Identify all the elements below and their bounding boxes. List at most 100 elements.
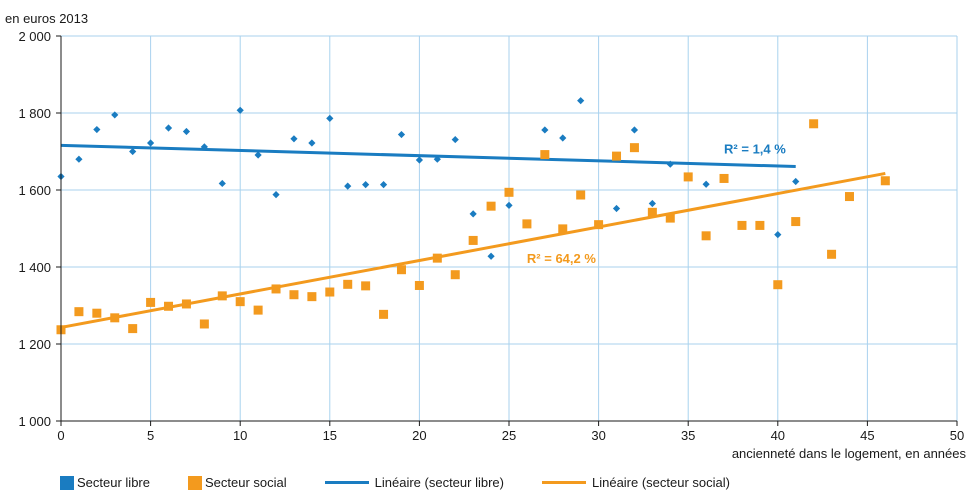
trendline-secteur-social [60,171,886,329]
point-secteur-libre [487,252,495,260]
y-tick-label: 1 000 [18,414,51,429]
point-secteur-libre [397,130,406,139]
point-secteur-libre [308,139,316,147]
point-secteur-social [307,292,317,302]
point-secteur-libre [559,134,567,142]
legend-item-lineaire-social: Linéaire (secteur social) [541,475,730,490]
x-tick-label: 45 [860,428,874,443]
point-secteur-libre [379,181,388,189]
point-secteur-libre [505,201,513,209]
y-tick-label: 1 400 [18,260,51,275]
point-secteur-libre [666,160,674,168]
point-secteur-social [468,235,478,245]
point-secteur-social [271,284,281,294]
point-secteur-libre [792,177,800,186]
point-secteur-social [504,187,514,197]
point-secteur-social [379,309,389,319]
point-secteur-social [253,305,263,315]
point-secteur-libre [290,135,298,143]
point-secteur-social [486,201,496,211]
trendlines [60,143,886,329]
legend-item-lineaire-libre: Linéaire (secteur libre) [324,475,504,490]
point-secteur-libre [433,155,441,163]
point-secteur-social [110,313,120,323]
legend-swatch-secteur-social [187,475,202,490]
point-secteur-social [74,307,84,317]
x-tick-label: 10 [233,428,247,443]
x-tick-label: 5 [147,428,154,443]
y-tick-label: 2 000 [18,29,51,44]
y-tick-label: 1 600 [18,183,51,198]
point-secteur-social [665,213,675,223]
point-secteur-social [289,290,299,300]
chart-labels: 1 000 1 200 1 400 1 600 1 800 2 000 0 5 10 15 20 25… [5,11,966,461]
point-secteur-libre [200,143,208,151]
point-secteur-libre [774,231,782,239]
point-secteur-libre [236,106,244,114]
point-secteur-social [827,249,837,259]
point-secteur-social [164,301,174,311]
point-secteur-social [576,190,586,200]
x-axis-label: ancienneté dans le logement, en années [732,446,967,461]
point-secteur-social [647,207,657,217]
point-secteur-social [540,150,550,160]
legend-swatch-lineaire-social [541,481,586,484]
r2-label-secteur-libre: R² = 1,4 % [724,141,786,156]
point-secteur-libre [111,111,119,119]
point-secteur-libre [344,182,352,190]
legend-label-secteur-social: Secteur social [204,475,287,490]
point-secteur-social [217,291,227,301]
y-axis-unit-label: en euros 2013 [5,11,88,26]
point-secteur-libre [254,151,262,159]
x-tick-label: 0 [57,428,64,443]
trendline-secteur-libre [60,143,796,169]
point-secteur-social [683,172,693,182]
legend-item-secteur-social: Secteur social [187,475,287,490]
point-secteur-social [844,192,854,202]
legend-label-lineaire-social: Linéaire (secteur social) [591,475,730,490]
point-secteur-social [432,253,442,263]
point-secteur-social [701,231,711,241]
r2-label-secteur-social: R² = 64,2 % [527,251,596,266]
point-secteur-libre [702,180,710,188]
legend-swatch-lineaire-libre [324,481,369,484]
point-secteur-social [773,280,783,290]
point-secteur-social [414,280,424,290]
x-tick-label: 50 [950,428,964,443]
point-secteur-social [880,176,890,186]
point-secteur-social [396,265,406,275]
point-secteur-social [629,143,639,153]
scatter-chart: 1 000 1 200 1 400 1 600 1 800 2 000 0 5 10 15 20 25… [5,11,966,461]
grid [61,35,958,421]
point-secteur-social [755,220,765,230]
point-secteur-social [343,279,353,289]
legend-swatch-secteur-libre [60,475,74,490]
point-secteur-libre [648,199,656,208]
point-secteur-social [146,297,156,307]
point-secteur-social [612,151,622,161]
point-secteur-social [558,224,568,234]
axes [56,35,958,426]
point-secteur-social [522,219,532,229]
point-secteur-social [809,119,819,129]
legend-label-lineaire-libre: Linéaire (secteur libre) [374,475,504,490]
point-secteur-social [199,319,209,329]
point-secteur-libre [164,124,173,132]
data-points [56,97,890,335]
point-secteur-social [719,173,729,183]
point-secteur-libre [469,210,477,218]
point-secteur-libre [612,204,621,213]
point-secteur-libre [630,126,639,134]
point-secteur-libre [326,114,334,122]
point-secteur-social [594,220,604,230]
point-secteur-social [737,220,747,230]
point-secteur-social [791,217,801,227]
point-secteur-libre [362,181,370,189]
point-secteur-social [235,297,245,307]
point-secteur-libre [272,191,280,199]
point-secteur-social [92,308,102,318]
point-secteur-social [128,324,138,334]
legend-item-secteur-libre: Secteur libre [60,475,150,490]
point-secteur-libre [147,139,155,147]
y-tick-label: 1 800 [18,106,51,121]
